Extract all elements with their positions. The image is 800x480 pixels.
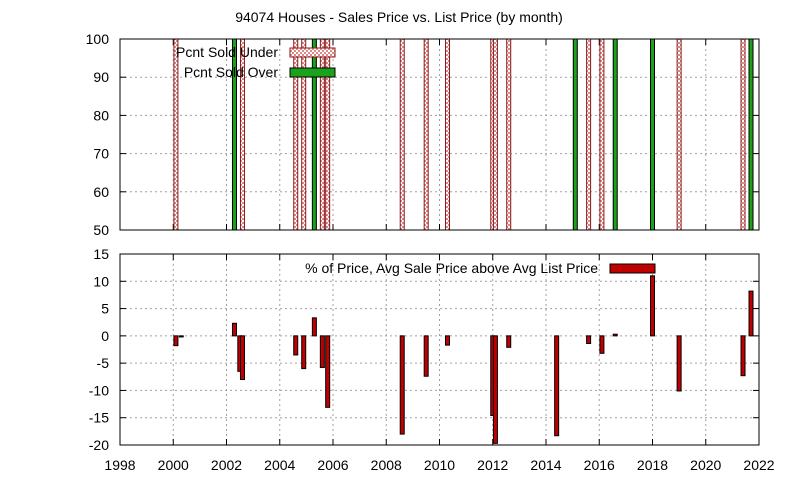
legend-sold-over-swatch <box>289 67 336 78</box>
bar-avg-price-diff <box>311 317 317 337</box>
bar-avg-price-diff <box>178 335 184 338</box>
x-tick-label: 1998 <box>104 457 135 473</box>
bar-avg-price-diff <box>423 335 429 377</box>
bar-avg-price-diff <box>325 335 331 408</box>
y-tick-label: -10 <box>89 382 109 398</box>
bar-sold-under <box>492 38 498 231</box>
bar-sold-under <box>423 38 429 231</box>
y-tick-label: 10 <box>93 273 109 289</box>
bar-avg-price-diff <box>748 290 754 337</box>
bar-sold-over <box>748 38 754 231</box>
top-panel: 50 60 70 80 90 100 Pcnt Sold Under Pcnt Sold Ov… <box>86 31 760 238</box>
x-tick-label: 2006 <box>317 457 348 473</box>
x-tick-label: 2002 <box>211 457 242 473</box>
y-tick-label: 50 <box>93 222 109 238</box>
bar-avg-price-diff <box>319 335 325 369</box>
bar-avg-price-diff <box>599 335 605 354</box>
x-tick-label: 2014 <box>530 457 561 473</box>
bar-avg-price-diff <box>586 335 592 344</box>
bar-avg-price-diff <box>740 335 746 377</box>
bar-sold-over <box>572 38 578 231</box>
plot-border <box>119 253 760 446</box>
x-tick-label: 2010 <box>424 457 455 473</box>
bar-avg-price-diff <box>239 335 245 381</box>
x-tick-label: 2022 <box>743 457 774 473</box>
legend-sold-under-swatch <box>289 47 336 58</box>
bar-avg-price-diff <box>554 335 560 437</box>
bar-avg-price-diff <box>444 335 450 346</box>
bar-sold-under <box>444 38 450 231</box>
y-tick-label: 90 <box>93 69 109 85</box>
x-tick-label: 2008 <box>371 457 402 473</box>
bar-sold-under <box>173 38 179 231</box>
plot-border <box>119 38 760 231</box>
x-tick-label: 2000 <box>158 457 189 473</box>
bar-sold-under <box>586 38 592 231</box>
y-tick-label: 80 <box>93 107 109 123</box>
x-tick-label: 2012 <box>477 457 508 473</box>
x-tick-label: 2004 <box>264 457 295 473</box>
y-tick-label: 100 <box>86 31 110 47</box>
bar-avg-price-diff <box>676 335 682 392</box>
bar-sold-under <box>676 38 682 231</box>
legend-avg-price-label: % of Price, Avg Sale Price above Avg Lis… <box>305 260 598 276</box>
y-tick-label: -15 <box>89 410 109 426</box>
bar-avg-price-diff <box>399 335 405 435</box>
bar-avg-price-diff <box>173 335 179 347</box>
bar-avg-price-diff <box>650 275 655 337</box>
chart-title: 94074 Houses - Sales Price vs. List Pric… <box>235 9 563 25</box>
y-tick-label: -5 <box>97 355 110 371</box>
bar-sold-under <box>399 38 405 231</box>
y-tick-label: 70 <box>93 146 109 162</box>
y-tick-label: 60 <box>93 184 109 200</box>
bar-sold-under <box>599 38 605 231</box>
y-tick-label: 5 <box>101 301 109 317</box>
bar-avg-price-diff <box>506 335 512 348</box>
legend-sold-under-label: Pcnt Sold Under <box>176 44 278 60</box>
x-tick-label: 2016 <box>584 457 615 473</box>
y-tick-label: 15 <box>93 246 109 262</box>
bar-avg-price-diff <box>492 335 498 444</box>
bar-avg-price-diff <box>231 322 237 337</box>
bar-avg-price-diff <box>301 335 307 370</box>
legend-sold-over-label: Pcnt Sold Over <box>184 64 278 80</box>
bottom-panel: -20 -15 -10 -5 0 5 10 15 1998 2000 2002 2004 2006 200… <box>89 246 775 473</box>
bar-sold-under <box>506 38 512 231</box>
y-tick-label: 0 <box>101 328 109 344</box>
y-tick-label: -20 <box>89 437 109 453</box>
bar-sold-under <box>740 38 746 231</box>
bar-sold-over <box>612 38 618 231</box>
x-tick-label: 2020 <box>690 457 721 473</box>
bar-sold-over <box>650 38 655 231</box>
bar-avg-price-diff <box>612 333 618 337</box>
x-tick-label: 2018 <box>637 457 668 473</box>
bar-avg-price-diff <box>293 335 299 356</box>
legend-avg-price-swatch <box>609 263 656 274</box>
